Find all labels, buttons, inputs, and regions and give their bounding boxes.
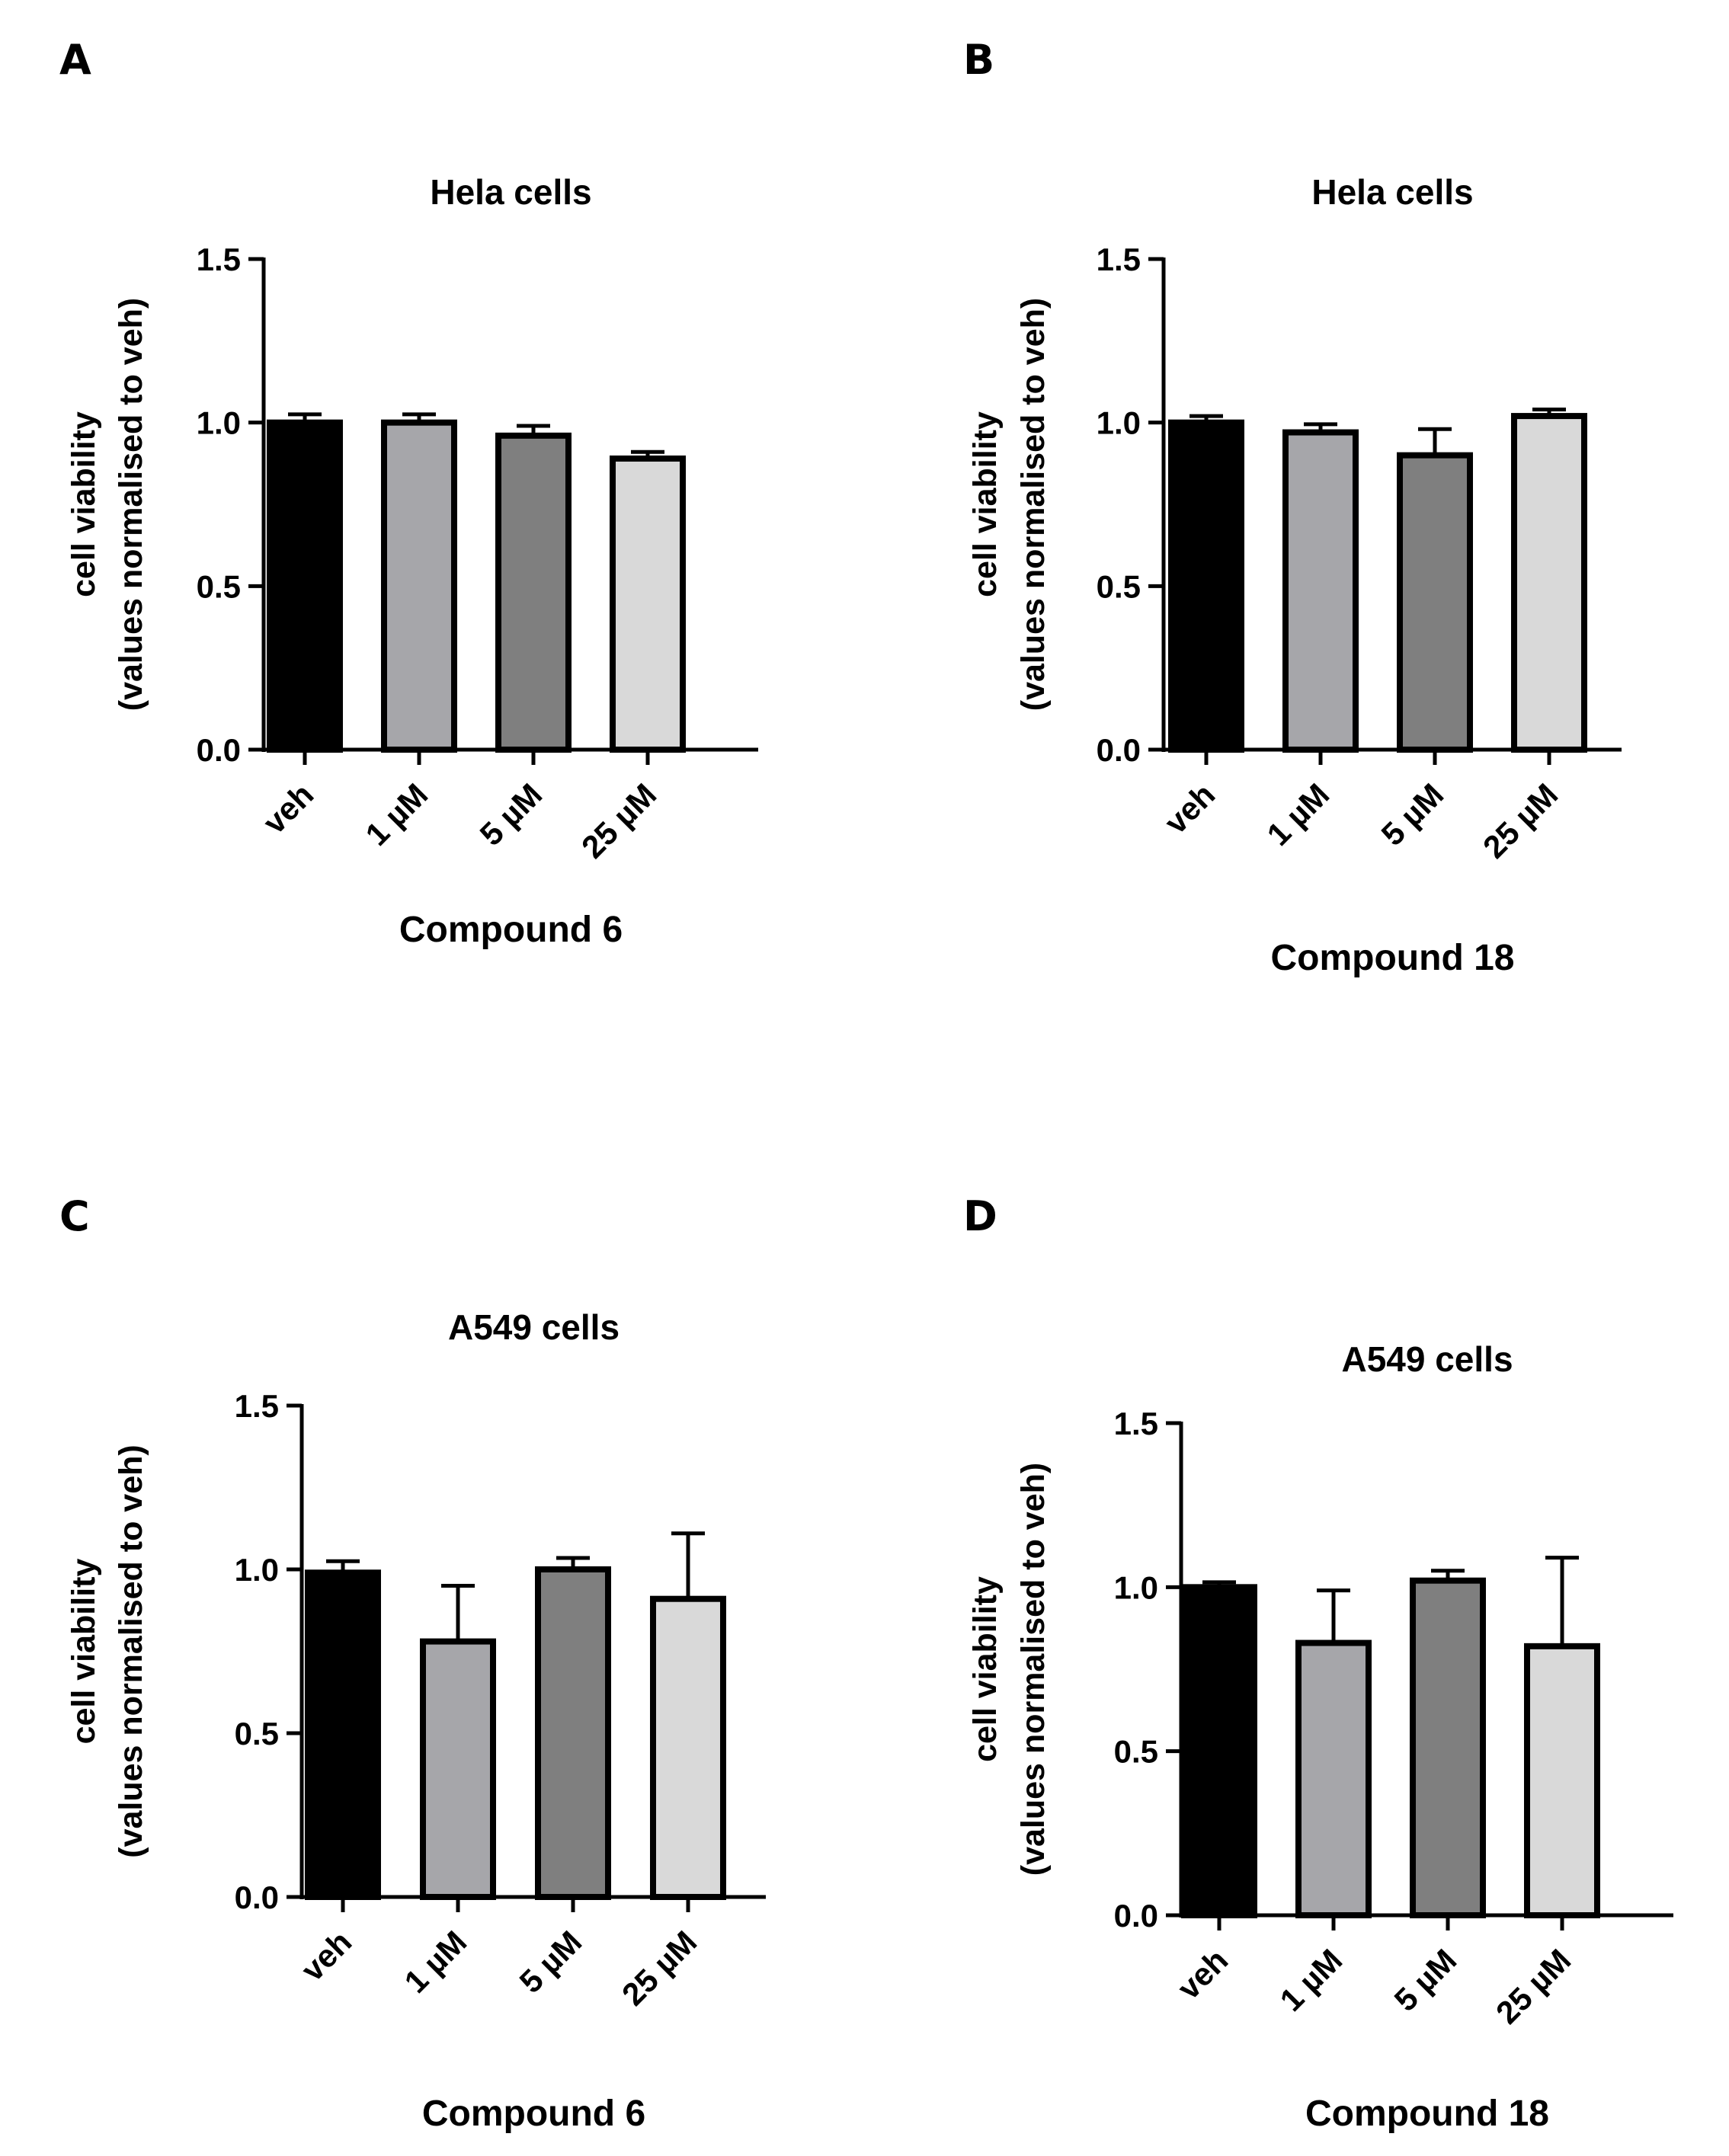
- y-tick-label: 1.0: [197, 405, 241, 441]
- chart-panel-c: A549 cells cell viability (values normalis…: [66, 1307, 766, 2134]
- y-axis-label-line1: cell viability: [967, 411, 1004, 597]
- x-tick-label: veh: [256, 776, 320, 840]
- x-axis-label: Compound 6: [422, 2094, 645, 2134]
- y-tick-label: 1.5: [1097, 242, 1141, 277]
- x-axis-label: Compound 18: [1271, 938, 1515, 978]
- y-axis-label-line1: cell viability: [66, 411, 102, 597]
- bar: [1181, 1584, 1257, 1918]
- x-tick-label: veh: [1157, 776, 1222, 840]
- y-tick-label: 0.5: [1097, 568, 1141, 604]
- y-tick-label: 0.5: [235, 1716, 279, 1751]
- x-tick-label: 25 µM: [1489, 1942, 1577, 2030]
- chart-title: A549 cells: [448, 1307, 620, 1347]
- x-tick-label: 5 µM: [1375, 776, 1451, 852]
- x-tick-label: 5 µM: [1388, 1942, 1464, 2018]
- x-tick-label: 1 µM: [398, 1924, 474, 2000]
- y-axis-label-line2: (values normalised to veh): [1015, 298, 1052, 711]
- x-axis-label: Compound 6: [399, 910, 623, 950]
- y-tick-label: 0.5: [1114, 1734, 1158, 1770]
- chart-panel-b: Hela cells cell viability (values normalis…: [967, 172, 1622, 978]
- bar: [535, 1566, 611, 1900]
- bar: [381, 419, 457, 753]
- x-tick-label: 1 µM: [359, 776, 435, 852]
- bar: [1410, 1577, 1486, 1918]
- x-tick-label: 5 µM: [513, 1924, 589, 2000]
- panel-letter-a: A: [59, 36, 91, 84]
- panel-letter-d: D: [963, 1192, 997, 1240]
- x-axis-label: Compound 18: [1305, 2094, 1549, 2134]
- bar: [1282, 429, 1359, 753]
- x-tick-label: 25 µM: [1476, 776, 1564, 865]
- y-axis-label-line1: cell viability: [66, 1559, 102, 1745]
- y-tick-label: 1.0: [1114, 1569, 1158, 1605]
- y-tick-label: 1.5: [235, 1388, 279, 1424]
- x-tick-label: veh: [294, 1924, 358, 1988]
- y-tick-label: 0.0: [1114, 1898, 1158, 1934]
- y-axis-label-line2: (values normalised to veh): [1015, 1463, 1052, 1876]
- y-tick-label: 0.0: [197, 732, 241, 768]
- bar: [1397, 452, 1473, 753]
- x-tick-label: 5 µM: [473, 776, 549, 852]
- chart-title: A549 cells: [1341, 1339, 1513, 1379]
- bar: [650, 1595, 726, 1900]
- chart-title: Hela cells: [430, 172, 591, 212]
- chart-panel-d: A549 cells cell viability (values normalis…: [967, 1339, 1673, 2134]
- bar: [1511, 413, 1587, 753]
- bar: [1168, 419, 1244, 753]
- y-tick-label: 0.5: [197, 568, 241, 604]
- bar: [1524, 1643, 1600, 1918]
- bar: [610, 455, 686, 753]
- y-axis-label-line2: (values normalised to veh): [113, 298, 149, 711]
- bar: [1295, 1639, 1372, 1918]
- y-tick-label: 1.5: [1114, 1406, 1158, 1441]
- bar: [495, 432, 572, 753]
- y-axis-label-line1: cell viability: [967, 1576, 1004, 1762]
- panel-letter-c: C: [59, 1192, 90, 1240]
- y-tick-label: 1.0: [1097, 405, 1141, 441]
- y-tick-label: 0.0: [235, 1879, 279, 1915]
- x-tick-label: 25 µM: [615, 1924, 703, 2012]
- x-tick-label: 1 µM: [1273, 1942, 1350, 2018]
- y-axis-label-line2: (values normalised to veh): [113, 1444, 149, 1857]
- x-tick-label: 1 µM: [1260, 776, 1337, 852]
- y-tick-label: 0.0: [1097, 732, 1141, 768]
- chart-panel-a: Hela cells cell viability (values normalis…: [66, 172, 758, 950]
- x-tick-label: veh: [1170, 1942, 1234, 2006]
- chart-title: Hela cells: [1311, 172, 1473, 212]
- y-tick-label: 1.5: [197, 242, 241, 277]
- x-tick-label: 25 µM: [575, 776, 663, 865]
- bar: [267, 419, 343, 753]
- bar: [420, 1638, 496, 1901]
- bar: [305, 1569, 381, 1901]
- panel-letter-b: B: [963, 36, 995, 84]
- y-tick-label: 1.0: [235, 1552, 279, 1588]
